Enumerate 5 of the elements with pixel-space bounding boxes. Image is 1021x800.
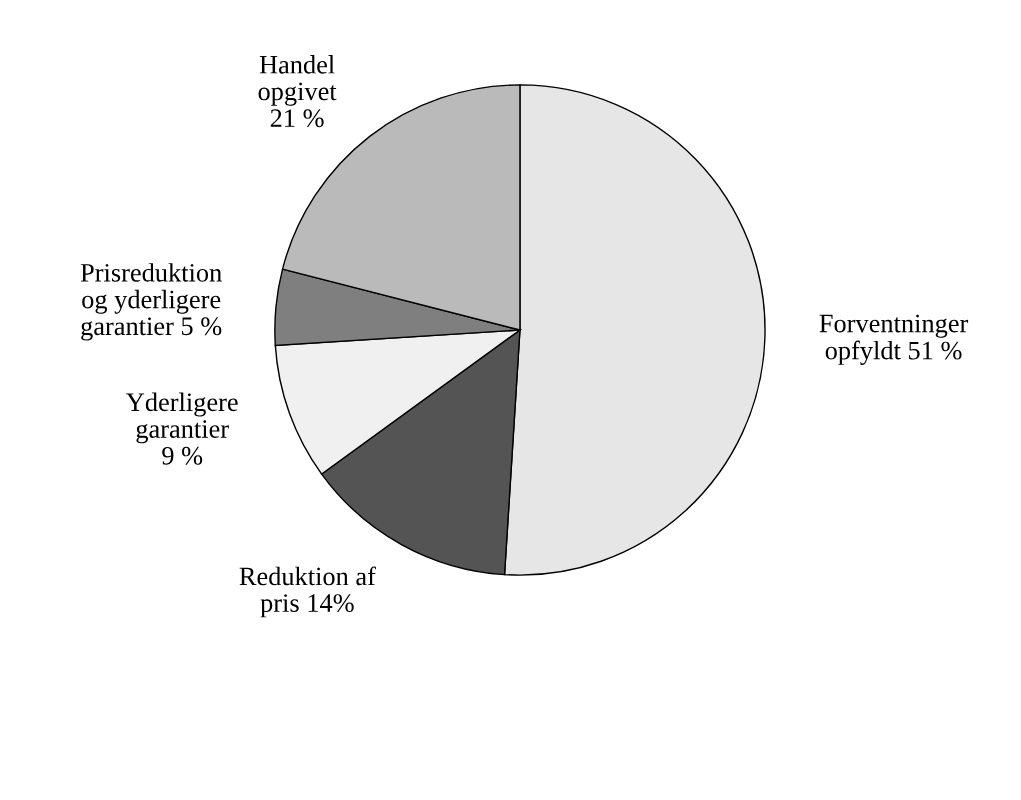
slice-label: Prisreduktion og yderligere garantier 5 % (80, 263, 222, 341)
slice-label: Yderligere garantier 9 % (126, 392, 238, 465)
slice-label: Reduktion af pris 14% (239, 566, 376, 618)
slice-label: Handel opgivet 21 % (258, 55, 337, 128)
slice-label: Forventninger opfyldt 51 % (819, 314, 969, 365)
